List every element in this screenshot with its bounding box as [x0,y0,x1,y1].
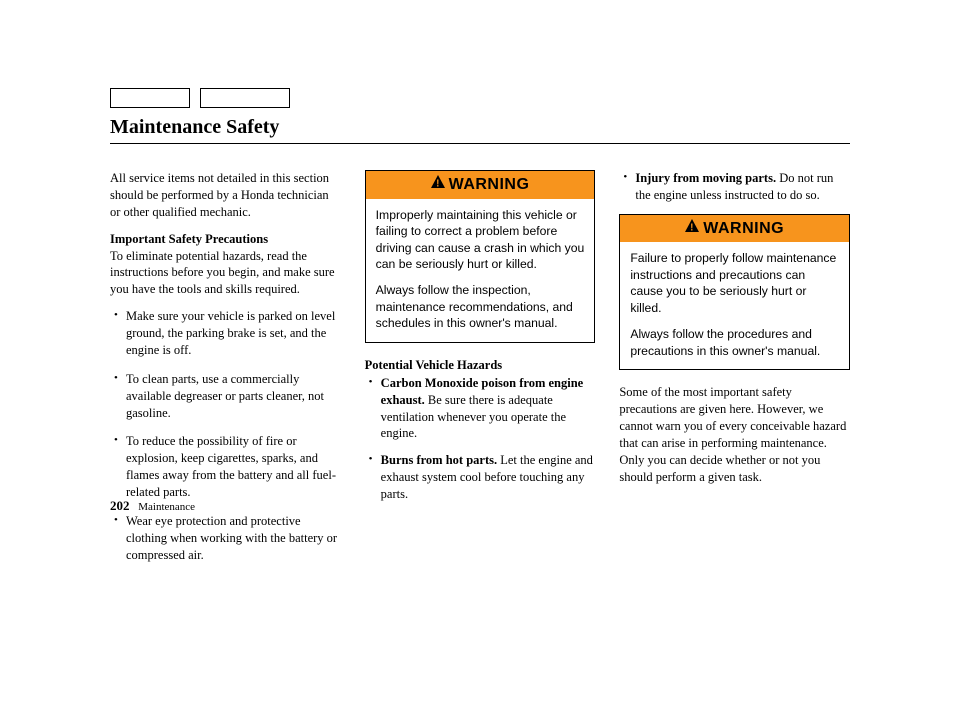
closing-paragraph: Some of the most important safety precau… [619,384,850,485]
hazard-lead: Burns from hot parts. [381,453,497,467]
warning-label: WARNING [703,220,784,237]
column-2: ! WARNING Improperly maintaining this ve… [365,170,596,576]
hazard-item: Injury from moving parts. Do not run the… [625,170,850,204]
precautions-block: Important Safety Precautions To eliminat… [110,231,341,299]
page-number: 202 [110,498,130,513]
page-content: Maintenance Safety All service items not… [110,88,850,576]
warning-box-1: ! WARNING Improperly maintaining this ve… [365,170,596,343]
section-label: Maintenance [138,501,195,513]
warning-text: Improperly maintaining this vehicle or f… [376,207,585,273]
col3-top-list: Injury from moving parts. Do not run the… [619,170,850,204]
warning-body: Improperly maintaining this vehicle or f… [366,199,595,342]
placeholder-box-1 [110,88,190,108]
warning-header: ! WARNING [366,171,595,199]
placeholder-box-2 [200,88,290,108]
precaution-item: To reduce the possibility of fire or exp… [116,433,341,501]
svg-text:!: ! [436,179,440,189]
column-3: Injury from moving parts. Do not run the… [619,170,850,576]
warning-triangle-icon: ! [431,173,445,195]
precautions-lead: To eliminate potential hazards, read the… [110,249,335,297]
header-placeholder-boxes [110,88,850,108]
warning-text: Failure to properly follow maintenance i… [630,250,839,316]
warning-body: Failure to properly follow maintenance i… [620,242,849,369]
column-1: All service items not detailed in this s… [110,170,341,576]
warning-header: ! WARNING [620,215,849,243]
warning-triangle-icon: ! [685,217,699,239]
intro-paragraph: All service items not detailed in this s… [110,170,341,221]
hazards-heading: Potential Vehicle Hazards [365,357,596,374]
precautions-list: Make sure your vehicle is parked on leve… [110,308,341,563]
warning-box-2: ! WARNING Failure to properly follow mai… [619,214,850,370]
hazard-item: Burns from hot parts. Let the engine and… [371,452,596,503]
columns-container: All service items not detailed in this s… [110,170,850,576]
precaution-item: Wear eye protection and protective cloth… [116,513,341,564]
precautions-heading: Important Safety Precautions [110,232,268,246]
warning-text: Always follow the procedures and precaut… [630,326,839,359]
hazards-list: Carbon Monoxide poison from engine exhau… [365,375,596,503]
hazard-item: Carbon Monoxide poison from engine exhau… [371,375,596,443]
page-title: Maintenance Safety [110,116,850,144]
svg-text:!: ! [690,222,694,232]
precaution-item: To clean parts, use a commercially avail… [116,371,341,422]
page-footer: 202 Maintenance [110,498,195,514]
warning-label: WARNING [449,176,530,193]
warning-text: Always follow the inspection, maintenanc… [376,282,585,331]
precaution-item: Make sure your vehicle is parked on leve… [116,308,341,359]
hazard-lead: Injury from moving parts. [635,171,776,185]
